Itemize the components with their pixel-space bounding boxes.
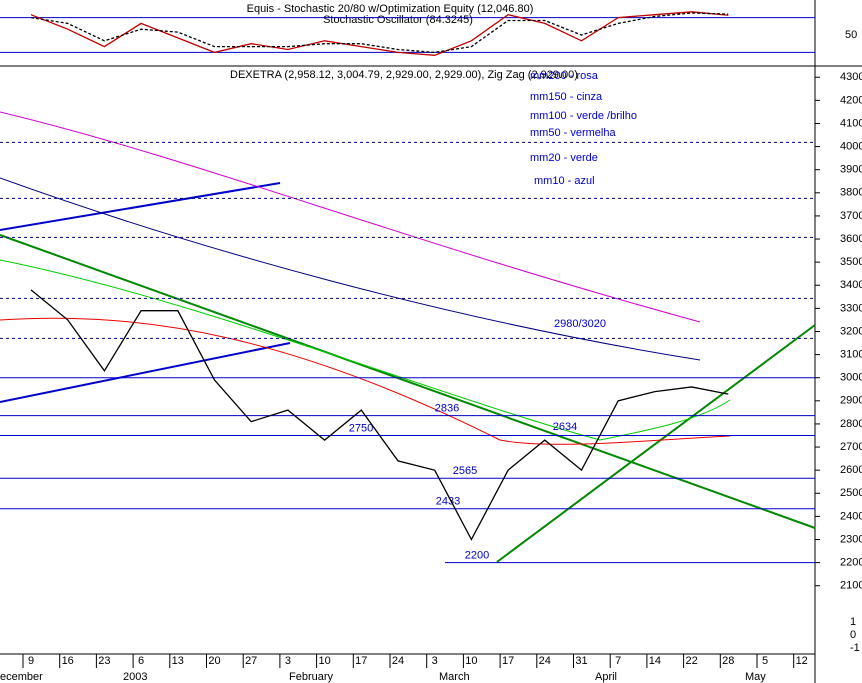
y-tick-label: 4300 — [840, 71, 862, 83]
y-tick-label: -1 — [850, 642, 860, 654]
y-tick-label: 2800 — [840, 418, 862, 430]
y-tick-label: 2900 — [840, 395, 862, 407]
y-tick-label: 3300 — [840, 302, 862, 314]
annotation: 2980/3020 — [554, 318, 606, 330]
data-line — [30, 11, 729, 56]
legend-entry: mm100 - verde /brilho — [530, 110, 637, 122]
y-tick-label: 2300 — [840, 533, 862, 545]
y-tick-label: 4000 — [840, 140, 862, 152]
x-tick-label: 12 — [796, 655, 808, 667]
moving-average — [0, 111, 701, 323]
data-line — [30, 289, 729, 541]
y-tick-label: 4200 — [840, 94, 862, 106]
y-tick-label: 50 — [845, 29, 857, 41]
x-tick-label: 13 — [172, 655, 184, 667]
y-tick-label: 2200 — [840, 557, 862, 569]
legend-entry: mm200 - rosa — [530, 70, 599, 82]
y-tick-label: 2600 — [840, 464, 862, 476]
y-tick-label: 3500 — [840, 256, 862, 268]
x-tick-label: 10 — [465, 655, 477, 667]
x-tick-label: 17 — [355, 655, 367, 667]
y-tick-label: 0 — [850, 629, 856, 641]
moving-average — [0, 317, 731, 445]
month-label: April — [595, 671, 617, 683]
moving-average — [0, 177, 701, 361]
x-tick-label: 24 — [392, 655, 404, 667]
month-label: February — [289, 671, 334, 683]
x-tick-label: 24 — [539, 655, 551, 667]
y-tick-label: 3100 — [840, 349, 862, 361]
x-tick-label: 16 — [62, 655, 74, 667]
moving-average — [0, 259, 731, 441]
x-tick-label: 31 — [575, 655, 587, 667]
legend-entry: mm10 - azul — [534, 175, 595, 187]
x-tick-label: 5 — [762, 655, 768, 667]
x-tick-label: 7 — [615, 655, 621, 667]
month-label: ecember — [0, 671, 43, 683]
month-label: March — [439, 671, 470, 683]
y-tick-label: 2400 — [840, 510, 862, 522]
y-tick-label: 3000 — [840, 372, 862, 384]
x-tick-label: 22 — [685, 655, 697, 667]
level-label: 2565 — [453, 465, 477, 477]
month-label: May — [745, 671, 766, 683]
y-tick-label: 2100 — [840, 580, 862, 592]
trendline — [0, 342, 291, 403]
legend-entry: mm150 - cinza — [530, 91, 603, 103]
x-tick-label: 20 — [208, 655, 220, 667]
x-tick-label: 3 — [285, 655, 291, 667]
data-line — [30, 12, 729, 54]
y-tick-label: 2500 — [840, 487, 862, 499]
x-tick-label: 9 — [28, 655, 34, 667]
level-label: 2750 — [349, 422, 373, 434]
trendline — [0, 182, 281, 231]
y-tick-label: 3400 — [840, 279, 862, 291]
level-label: 2433 — [436, 496, 460, 508]
legend-entry: mm50 - vermelha — [530, 127, 616, 139]
y-tick-label: 3800 — [840, 187, 862, 199]
price-title: DEXETRA (2,958.12, 3,004.79, 2,929.00, 2… — [230, 69, 578, 81]
month-label: 2003 — [123, 671, 147, 683]
y-tick-label: 3600 — [840, 233, 862, 245]
level-label: 2200 — [465, 550, 489, 562]
y-tick-label: 4100 — [840, 117, 862, 129]
y-tick-label: 3200 — [840, 325, 862, 337]
level-label: 2836 — [435, 403, 459, 415]
stoch-title: Equis - Stochastic 20/80 w/Optimization … — [247, 3, 534, 15]
x-tick-label: 27 — [245, 655, 257, 667]
legend-entry: mm20 - verde — [530, 152, 598, 164]
stoch-subtitle: Stochastic Oscillator (84.3245) — [323, 14, 473, 26]
x-tick-label: 10 — [318, 655, 330, 667]
x-tick-label: 28 — [722, 655, 734, 667]
y-tick-label: 3700 — [840, 210, 862, 222]
x-tick-label: 6 — [138, 655, 144, 667]
trendline — [496, 324, 816, 563]
annotation: 2634 — [553, 421, 577, 433]
x-tick-label: 23 — [98, 655, 110, 667]
y-tick-label: 1 — [850, 616, 856, 628]
y-tick-label: 2700 — [840, 441, 862, 453]
x-tick-label: 14 — [649, 655, 661, 667]
x-tick-label: 3 — [432, 655, 438, 667]
trendline — [0, 234, 816, 529]
x-tick-label: 17 — [502, 655, 514, 667]
y-tick-label: 3900 — [840, 164, 862, 176]
